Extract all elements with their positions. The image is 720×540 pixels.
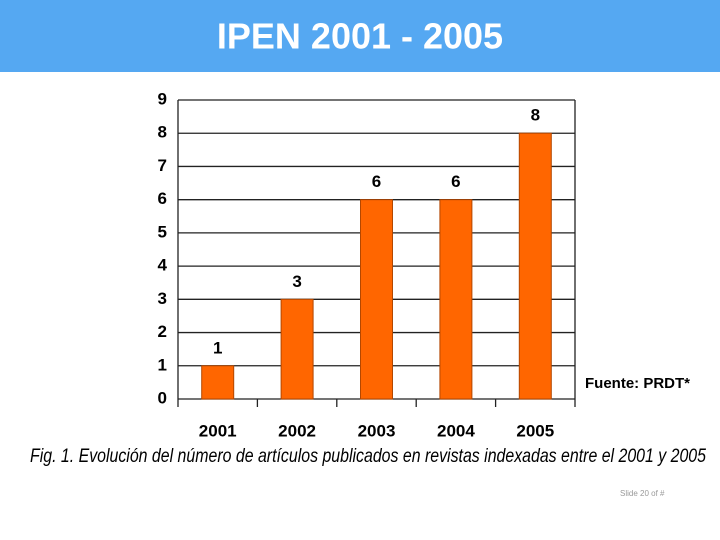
data-label: 8 [531, 106, 540, 125]
x-tick-label: 2003 [358, 421, 396, 440]
x-tick-label: 2002 [278, 421, 316, 440]
data-label: 6 [372, 172, 381, 191]
slide-title: IPEN 2001 - 2005 [217, 16, 503, 57]
bar [201, 365, 235, 400]
slide-number: Slide 20 of # [620, 489, 665, 498]
data-label: 3 [292, 272, 301, 291]
x-tick-label: 2001 [199, 421, 237, 440]
y-tick-label: 6 [158, 189, 167, 208]
x-tick-label: 2005 [516, 421, 554, 440]
header-bar [0, 0, 720, 72]
figure-caption: Fig. 1. Evolución del número de artículo… [30, 446, 706, 467]
source-note: Fuente: PRDT* [585, 375, 690, 392]
y-tick-label: 5 [158, 222, 167, 241]
data-label: 1 [213, 338, 222, 357]
bar [439, 199, 473, 400]
data-label: 6 [451, 172, 460, 191]
y-tick-label: 4 [158, 256, 168, 275]
y-tick-label: 1 [158, 355, 167, 374]
bar [280, 298, 314, 400]
y-tick-label: 7 [158, 156, 167, 175]
x-tick-label: 2004 [437, 421, 475, 440]
bar [360, 199, 393, 400]
y-tick-label: 9 [158, 89, 167, 108]
y-tick-label: 3 [158, 289, 167, 308]
bar [518, 132, 552, 400]
y-tick-label: 8 [158, 123, 167, 142]
y-tick-label: 2 [158, 322, 167, 341]
y-tick-label: 0 [158, 388, 167, 407]
